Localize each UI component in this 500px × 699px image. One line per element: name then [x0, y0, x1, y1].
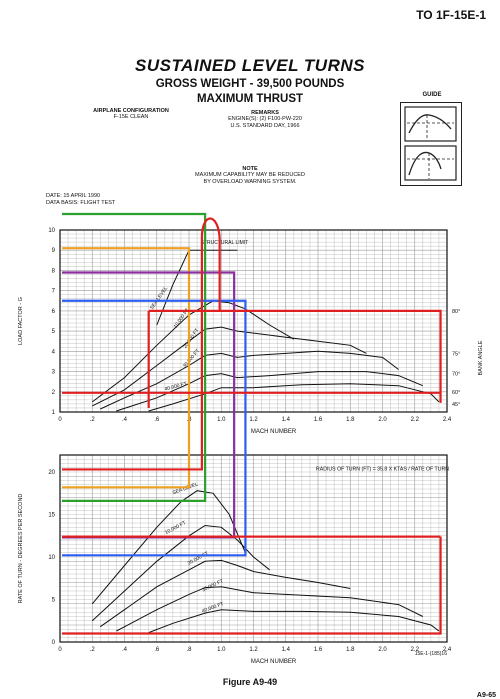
x-tick-label: 1.6 [314, 647, 323, 653]
x-tick-label: 1.2 [249, 647, 258, 653]
green-guide-line [62, 214, 205, 241]
y-tick-label: 15 [48, 513, 55, 519]
curve-label: 20,000 FT [187, 551, 210, 567]
x-tick-label: .8 [186, 647, 192, 653]
x-tick-label: 2.0 [378, 417, 387, 423]
curve [100, 560, 350, 626]
x-tick-label: 1.0 [217, 647, 226, 653]
x-tick-label: 1.0 [217, 417, 226, 423]
x-tick-label: 1.4 [282, 417, 291, 423]
x-tick-label: 2.2 [411, 417, 420, 423]
x-tick-label: 1.8 [346, 647, 355, 653]
figure-caption: Figure A9-49 [0, 677, 500, 687]
x-tick-label: .2 [90, 647, 96, 653]
green-guide-line-lower [62, 241, 205, 501]
y-tick-label: 4 [52, 349, 56, 355]
x-tick-label: 0 [58, 417, 62, 423]
x-axis-label: MACH NUMBER [251, 429, 297, 435]
x-tick-label: 0 [58, 647, 62, 653]
y-axis-label: LOAD FACTOR - G [18, 297, 24, 345]
x-tick-label: .2 [90, 417, 96, 423]
y-tick-label: 5 [52, 329, 56, 335]
x-tick-label: 1.6 [314, 417, 323, 423]
x-tick-label: 1.4 [282, 647, 291, 653]
y-tick-label: 5 [52, 598, 56, 604]
y-tick-label: 8 [52, 268, 56, 274]
x-tick-label: .4 [122, 647, 128, 653]
x-axis-label: MACH NUMBER [251, 659, 297, 665]
y-axis-label: RATE OF TURN - DEGREES PER SECOND [18, 494, 24, 604]
y-tick-label: 10 [48, 228, 55, 234]
y-tick-label: 0 [52, 640, 56, 646]
y-tick-label: 3 [52, 370, 56, 376]
bank-angle-tick: 60° [452, 390, 460, 396]
x-tick-label: 1.8 [346, 417, 355, 423]
y-tick-label: 20 [48, 470, 55, 476]
bank-angle-tick: 45° [452, 402, 460, 408]
curve [100, 351, 398, 409]
bank-angle-tick: 80° [452, 309, 460, 315]
x-tick-label: .6 [154, 647, 160, 653]
curve-label: 40,000 FT [164, 381, 188, 393]
y-tick-label: 7 [52, 289, 56, 295]
curve-label: 10,000 FT [164, 520, 187, 536]
blue-guide-line [62, 301, 245, 556]
curve-label: SEA LEVEL [149, 285, 169, 310]
x-tick-label: 2.4 [443, 417, 452, 423]
x-tick-label: .4 [122, 417, 128, 423]
y-tick-label: 10 [48, 555, 55, 561]
y-tick-label: 6 [52, 309, 56, 315]
orange-guide-line [62, 248, 189, 487]
radius-of-turn-formula: RADIUS OF TURN (FT) = 35.8 X KTAS / RATE… [316, 466, 449, 472]
red-guide-rate-lower [62, 537, 441, 634]
y-tick-label: 9 [52, 248, 56, 254]
figure-code: 15E-1-(185)16 [415, 651, 447, 657]
bank-angle-tick: 70° [452, 372, 460, 378]
curve-label: STRUCTURAL LIMIT [201, 240, 249, 246]
bank-angle-label: BANK ANGLE [478, 340, 484, 375]
x-tick-label: 2.0 [378, 647, 387, 653]
y-tick-label: 2 [52, 390, 56, 396]
x-tick-label: .6 [154, 417, 160, 423]
x-tick-label: 1.2 [249, 417, 258, 423]
bank-angle-tick: 75° [452, 351, 460, 357]
page-number: A9-65 [477, 692, 496, 699]
y-tick-label: 1 [52, 410, 56, 416]
